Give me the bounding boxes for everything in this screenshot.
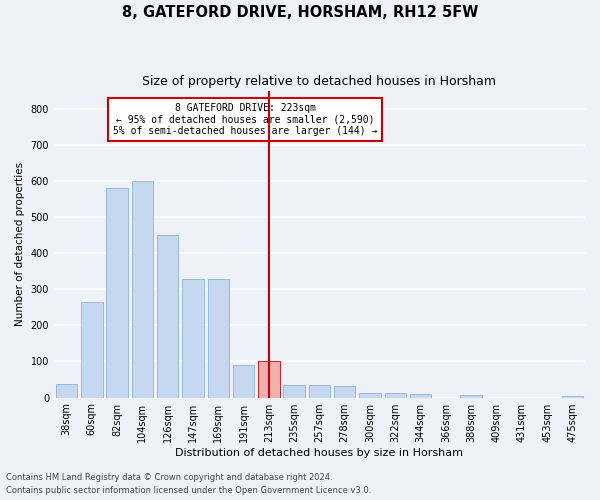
Bar: [208, 279, 229, 398]
Bar: [106, 188, 128, 398]
Bar: [359, 392, 381, 398]
Bar: [131, 181, 153, 398]
Y-axis label: Number of detached properties: Number of detached properties: [15, 162, 25, 326]
Bar: [283, 385, 305, 398]
X-axis label: Distribution of detached houses by size in Horsham: Distribution of detached houses by size …: [175, 448, 463, 458]
Bar: [334, 386, 355, 398]
Bar: [81, 302, 103, 398]
Text: Contains HM Land Registry data © Crown copyright and database right 2024.
Contai: Contains HM Land Registry data © Crown c…: [6, 474, 371, 495]
Bar: [410, 394, 431, 398]
Text: 8, GATEFORD DRIVE, HORSHAM, RH12 5FW: 8, GATEFORD DRIVE, HORSHAM, RH12 5FW: [122, 5, 478, 20]
Text: 8 GATEFORD DRIVE: 223sqm
← 95% of detached houses are smaller (2,590)
5% of semi: 8 GATEFORD DRIVE: 223sqm ← 95% of detach…: [113, 103, 377, 136]
Bar: [309, 385, 330, 398]
Bar: [385, 393, 406, 398]
Bar: [460, 394, 482, 398]
Bar: [233, 365, 254, 398]
Title: Size of property relative to detached houses in Horsham: Size of property relative to detached ho…: [142, 75, 496, 88]
Bar: [56, 384, 77, 398]
Bar: [182, 279, 204, 398]
Bar: [258, 362, 280, 398]
Bar: [562, 396, 583, 398]
Bar: [157, 235, 178, 398]
